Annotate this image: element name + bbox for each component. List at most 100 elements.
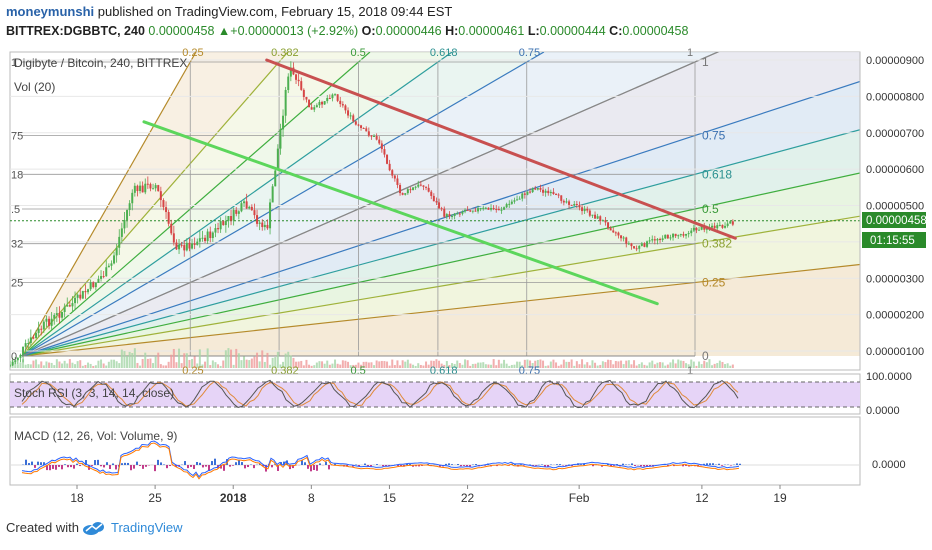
author-name[interactable]: moneymunshi <box>6 4 95 19</box>
fib-fan-line <box>21 52 371 357</box>
volume-bar <box>503 359 506 368</box>
volume-bar <box>175 362 178 368</box>
candle-body <box>367 131 370 136</box>
volume-bar <box>578 364 581 368</box>
candle-body <box>100 276 103 279</box>
volume-bar <box>552 359 555 368</box>
volume-bar <box>568 361 571 368</box>
fib-right-label: 0.75 <box>702 129 726 143</box>
macd-histogram-bar <box>247 465 249 468</box>
volume-bar <box>469 365 472 368</box>
macd-histogram-bar <box>31 461 33 465</box>
candle-body <box>373 136 376 138</box>
candle-body <box>89 282 92 290</box>
volume-bar <box>448 365 451 368</box>
time-axis[interactable]: 18 25 2018 8 15 22 Feb 12 19 <box>70 485 787 505</box>
candle-body <box>297 79 300 82</box>
macd-histogram-bar <box>43 462 45 465</box>
tradingview-cloud-icon <box>83 522 104 535</box>
volume-bar <box>477 362 480 368</box>
candle-body <box>718 224 721 226</box>
volume-bar <box>297 361 300 368</box>
macd-histogram-bar <box>112 463 114 465</box>
candle-body <box>625 237 628 244</box>
volume-bar <box>661 362 664 368</box>
macd-histogram-bar <box>703 463 705 465</box>
macd-histogram-bar <box>736 463 738 465</box>
candle-body <box>604 220 607 223</box>
price-axis-label: 0.00000100 <box>866 346 924 358</box>
candle-body <box>110 263 113 266</box>
fib-fan-line <box>21 129 860 357</box>
candle-body <box>419 184 422 186</box>
volume-bar <box>617 361 620 368</box>
volume-bar <box>510 364 513 368</box>
macd-histogram-bar <box>496 465 498 467</box>
candle-body <box>76 294 79 298</box>
candle-body <box>716 225 719 229</box>
candle-body <box>482 207 485 209</box>
macd-histogram-bar <box>397 465 399 466</box>
candle-body <box>557 194 560 196</box>
candle-body <box>84 291 87 293</box>
volume-bar <box>365 361 368 368</box>
candle-body <box>37 328 40 333</box>
macd-histogram-bar <box>631 463 633 465</box>
volume-bar <box>653 364 656 368</box>
macd-histogram-bar <box>568 464 570 465</box>
trendlines[interactable] <box>142 58 737 306</box>
macd-histogram-bar <box>160 462 162 465</box>
candle-body <box>412 187 415 191</box>
candle-body <box>529 191 532 193</box>
fib-fan-line <box>21 263 860 357</box>
candle-body <box>97 278 100 283</box>
candle-body <box>248 206 251 209</box>
volume-bar <box>713 363 716 368</box>
candle-body <box>677 235 680 237</box>
volume-bar <box>638 364 641 368</box>
fib-right-label: 0.25 <box>702 276 726 290</box>
volume-bar <box>705 362 708 368</box>
volume-bar <box>295 361 298 368</box>
volume-bar <box>729 365 732 368</box>
candle-body <box>690 230 693 234</box>
trendline <box>142 120 659 306</box>
volume-bar <box>201 364 204 368</box>
candle-body <box>191 243 194 249</box>
candle-body <box>188 242 191 249</box>
candle-body <box>204 237 207 242</box>
macd-histogram-bar <box>514 464 516 465</box>
volume-bar <box>352 364 355 368</box>
volume-bar <box>536 359 539 368</box>
candle-body <box>165 207 168 213</box>
volume-bar <box>94 365 97 368</box>
volume-bar <box>185 353 188 368</box>
candle-body <box>16 357 19 361</box>
footer-brand[interactable]: TradingView <box>110 520 183 535</box>
macd-histogram-bar <box>229 465 231 467</box>
volume-bar <box>149 358 152 368</box>
volume-bar <box>50 362 53 368</box>
candle-body <box>68 305 71 307</box>
publish-header: moneymunshi published on TradingView.com… <box>6 4 452 19</box>
volume-bar <box>302 365 305 368</box>
volume-bar <box>529 360 532 368</box>
candle-body <box>222 221 225 226</box>
volume-bar <box>497 359 500 368</box>
volume-bar <box>113 359 116 368</box>
candle-body <box>269 202 272 229</box>
candle-body <box>490 207 493 210</box>
price-axis-label: 0.00000300 <box>866 273 924 285</box>
volume-bar <box>406 359 409 368</box>
price-axis[interactable]: 0.00000900 0.00000800 0.00000700 0.00000600… <box>859 52 924 370</box>
volume-bar <box>29 364 32 368</box>
volume-bar <box>417 363 420 368</box>
macd-histogram-bar <box>28 463 30 465</box>
candle-body <box>146 183 149 185</box>
volume-bar <box>562 359 565 368</box>
volume-bar <box>19 362 22 368</box>
candle-body <box>414 186 417 188</box>
volume-bar <box>523 359 526 368</box>
macd-histogram-bar <box>712 463 714 465</box>
